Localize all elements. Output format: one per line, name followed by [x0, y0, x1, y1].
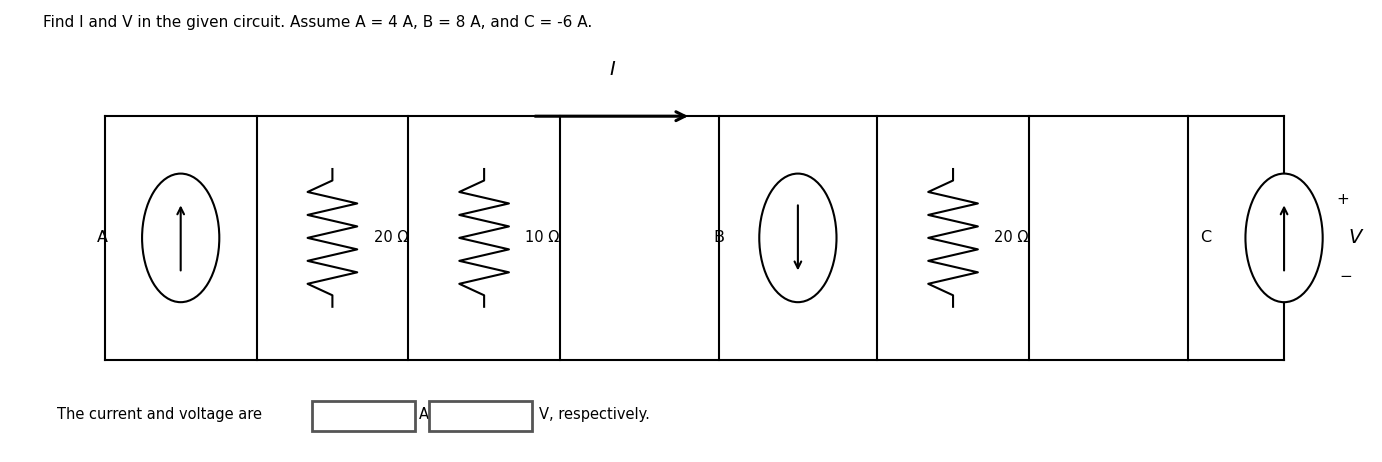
Text: 10 Ω: 10 Ω	[525, 231, 560, 245]
Text: A and: A and	[419, 407, 462, 422]
Text: −: −	[1339, 269, 1352, 284]
Text: +: +	[1336, 192, 1349, 207]
FancyBboxPatch shape	[312, 401, 415, 431]
Text: 20 Ω: 20 Ω	[373, 231, 408, 245]
FancyBboxPatch shape	[428, 401, 532, 431]
Text: $I$: $I$	[608, 61, 616, 79]
Text: B: B	[713, 231, 724, 245]
Text: $V$: $V$	[1347, 228, 1364, 247]
Text: Find I and V in the given circuit. Assume A = 4 A, B = 8 A, and C = -6 A.: Find I and V in the given circuit. Assum…	[43, 15, 591, 30]
Ellipse shape	[142, 174, 220, 302]
Text: 20 Ω: 20 Ω	[995, 231, 1028, 245]
Text: The current and voltage are: The current and voltage are	[57, 407, 261, 422]
Text: A: A	[97, 231, 108, 245]
Text: C: C	[1200, 231, 1211, 245]
Ellipse shape	[759, 174, 836, 302]
Ellipse shape	[1245, 174, 1323, 302]
Text: V, respectively.: V, respectively.	[539, 407, 650, 422]
